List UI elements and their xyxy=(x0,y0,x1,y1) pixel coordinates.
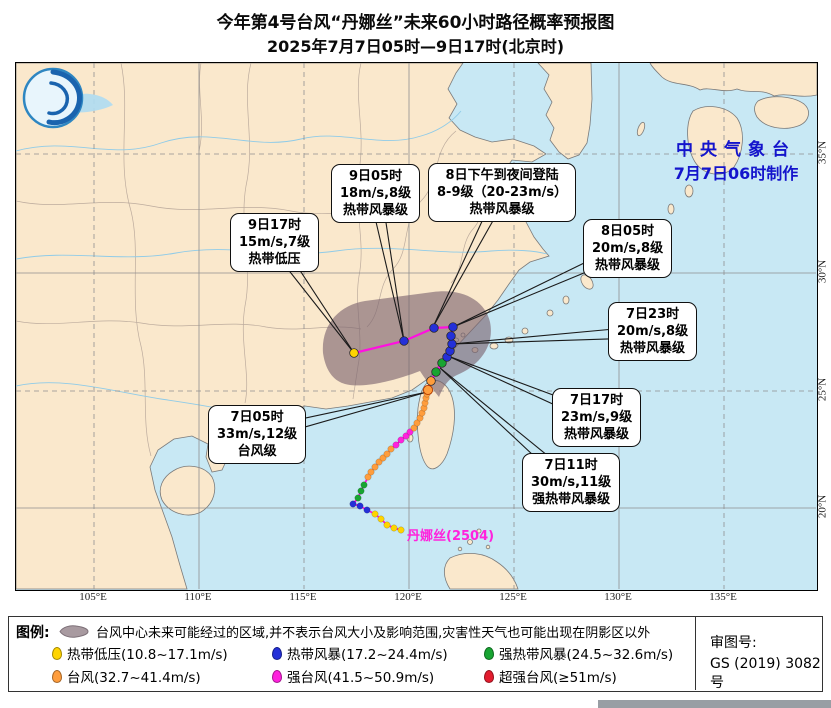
page-title: 今年第4号台风“丹娜丝”未来60小时路径概率预报图 xyxy=(216,13,615,33)
lat-tick: 25°N xyxy=(816,377,829,402)
legend-item-label: 强台风(41.5~50.9m/s) xyxy=(287,670,435,686)
legend-item: 热带低压(10.8~17.1m/s) xyxy=(52,644,228,663)
lon-tick: 110°E xyxy=(184,591,212,603)
ts-dot-icon xyxy=(272,646,282,660)
callout-9d17: 9日17时 15m/s,7级 热带低压 xyxy=(230,213,320,272)
luzon-island xyxy=(443,552,519,590)
legend-item: 台风(32.7~41.4m/s) xyxy=(52,667,201,686)
callout-7d05: 7日05时 33m/s,12级 台风级 xyxy=(208,405,307,464)
td-dot-icon xyxy=(52,646,62,660)
sty-dot-icon xyxy=(272,669,282,683)
page-subtitle: 2025年7月7日05时—9日17时(北京时) xyxy=(266,37,565,56)
legend-item-label: 超强台风(≥51m/s) xyxy=(499,670,617,686)
lon-tick: 120°E xyxy=(394,591,422,603)
lon-tick: 135°E xyxy=(709,591,737,603)
forecast-map: 中央气象台 7月7日06时制作 丹娜丝(2504) 9日17时 15m/s,7级热… xyxy=(15,62,818,591)
agency-credit: 中央气象台 7月7日06时制作 xyxy=(641,135,831,184)
callout-7d17: 7日17时 23m/s,9级 热带风暴级 xyxy=(552,388,642,447)
typhoon-name-label: 丹娜丝(2504) xyxy=(407,529,495,544)
callout-7d11: 7日11时 30m/s,11级 强热带风暴级 xyxy=(522,453,621,512)
kyushu xyxy=(687,106,743,175)
approval-number: GS (2019) 3082号 xyxy=(710,656,821,691)
approval-label: 审图号: xyxy=(710,635,757,651)
grid-layer xyxy=(16,63,816,589)
shikoku xyxy=(754,96,809,129)
callout-9d05: 9日05时 18m/s,8级 热带风暴级 xyxy=(331,164,421,223)
legend-item-label: 热带低压(10.8~17.1m/s) xyxy=(67,647,228,663)
legend-item: 强热带风暴(24.5~32.6m/s) xyxy=(484,644,674,663)
superty-dot-icon xyxy=(484,669,494,683)
lon-tick: 125°E xyxy=(499,591,527,603)
legend-item: 超强台风(≥51m/s) xyxy=(484,667,617,686)
issue-time: 7月7日06时制作 xyxy=(673,164,799,183)
callout-7d23: 7日23时 20m/s,8级 热带风暴级 xyxy=(608,302,698,361)
ty-dot-icon xyxy=(52,669,62,683)
approval-box: 审图号: GS (2019) 3082号 xyxy=(695,616,822,691)
legend-box xyxy=(8,616,823,692)
sts-dot-icon xyxy=(484,646,494,660)
legend-item: 热带风暴(17.2~24.4m/s) xyxy=(272,644,448,663)
legend-note: 台风中心未来可能经过的区域,并不表示台风大小及影响范围,灾害性天气也可能出现在阴… xyxy=(96,626,651,641)
track-layer xyxy=(349,322,458,534)
cma-logo-icon xyxy=(22,67,113,129)
honshu xyxy=(649,63,817,97)
legend-item-label: 强热带风暴(24.5~32.6m/s) xyxy=(499,647,674,663)
lon-tick: 130°E xyxy=(604,591,632,603)
lon-tick: 115°E xyxy=(289,591,317,603)
legend-item: 强台风(41.5~50.9m/s) xyxy=(272,667,435,686)
tsushima-island xyxy=(636,121,646,137)
callout-landfall: 8日下午到夜间登陆 8-9级（20-23m/s） 热带风暴级 xyxy=(428,163,577,222)
hainan-island xyxy=(159,465,216,516)
agency-name: 中央气象台 xyxy=(676,140,796,160)
lat-tick: 20°N xyxy=(816,494,829,519)
legend-item-label: 台风(32.7~41.4m/s) xyxy=(67,670,201,686)
lat-tick: 30°N xyxy=(816,259,829,284)
legend-item-label: 热带风暴(17.2~24.4m/s) xyxy=(287,647,448,663)
callout-8d05: 8日05时 20m/s,8级 热带风暴级 xyxy=(583,219,673,278)
bottom-gray-bar xyxy=(598,700,831,708)
legend-title: 图例: xyxy=(16,625,50,641)
korea-peninsula xyxy=(537,63,593,160)
lon-tick: 105°E xyxy=(79,591,107,603)
cone-legend-icon xyxy=(59,625,89,638)
